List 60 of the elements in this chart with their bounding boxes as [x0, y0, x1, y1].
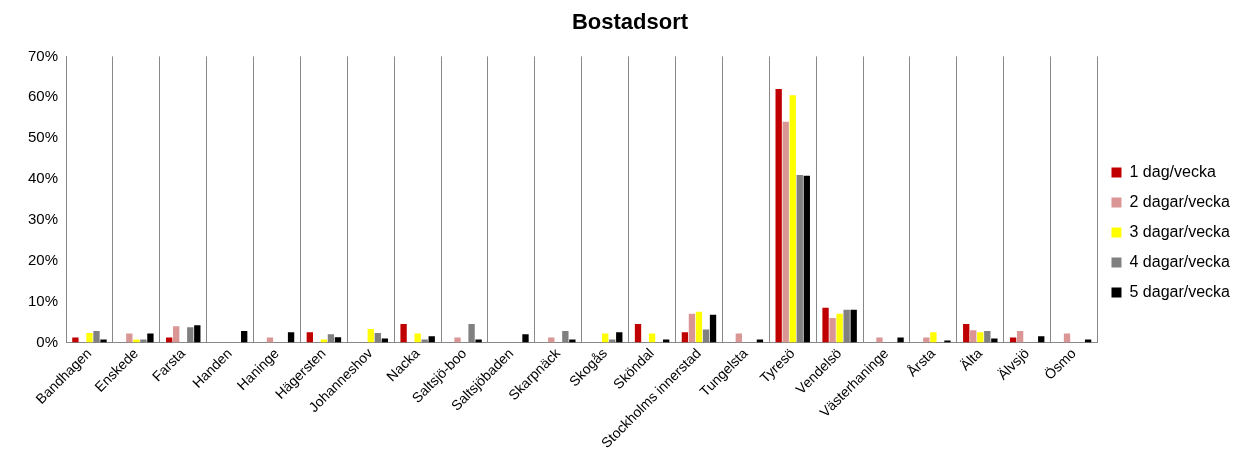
bar: [147, 333, 154, 343]
bar: [681, 332, 689, 343]
legend-label: 5 dagar/vecka: [1129, 282, 1231, 300]
legend-label: 1 dag/vecka: [1129, 162, 1216, 180]
bar: [126, 333, 133, 343]
bar: [829, 317, 836, 343]
bar: [709, 314, 717, 343]
y-tick-label: 20%: [27, 250, 59, 268]
bar: [789, 95, 796, 343]
bar: [897, 337, 904, 343]
bar: [782, 121, 789, 343]
bar: [822, 307, 829, 343]
bar: [616, 332, 623, 343]
bar: [428, 336, 435, 343]
bar: [991, 338, 998, 343]
bar: [1038, 336, 1045, 343]
bar: [86, 333, 93, 343]
bar: [836, 313, 843, 343]
bar: [923, 337, 930, 343]
bar: [1016, 331, 1024, 343]
y-tick-label: 10%: [27, 291, 59, 309]
bar: [1063, 333, 1071, 343]
bar: [803, 175, 810, 343]
bar: [634, 324, 642, 343]
bar: [287, 332, 295, 343]
legend-label: 2 dagar/vecka: [1129, 192, 1231, 210]
y-tick-label: 50%: [27, 128, 59, 146]
bar: [876, 337, 883, 343]
legend-label: 3 dagar/vecka: [1129, 222, 1231, 240]
y-tick-label: 0%: [36, 332, 59, 350]
bar: [367, 328, 374, 343]
chart-title: Bostadsort: [571, 9, 689, 35]
bar: [454, 337, 461, 343]
y-tick-label: 70%: [27, 46, 59, 64]
bar: [695, 311, 703, 343]
bar: [963, 324, 970, 343]
bar: [173, 326, 180, 343]
bar: [735, 333, 742, 343]
bar: [414, 333, 421, 343]
bar: [977, 332, 984, 343]
bar: [381, 338, 389, 343]
bar: [775, 89, 782, 343]
bar: [648, 333, 656, 343]
y-tick-label: 30%: [27, 210, 59, 228]
x-tick-label: Älta: [956, 344, 986, 374]
bar: [970, 330, 977, 343]
bar: [306, 332, 313, 343]
bar: [400, 324, 407, 343]
legend-label: 4 dagar/vecka: [1129, 252, 1231, 270]
y-tick-label: 60%: [27, 87, 59, 105]
bar: [522, 334, 529, 343]
bar: [241, 331, 248, 343]
y-tick-label: 40%: [27, 169, 59, 187]
bar: [194, 325, 201, 343]
bar: [72, 337, 79, 343]
bar: [930, 332, 937, 343]
bar: [602, 333, 609, 343]
bar: [944, 340, 951, 343]
bar: [850, 309, 857, 343]
bar: [688, 313, 696, 343]
